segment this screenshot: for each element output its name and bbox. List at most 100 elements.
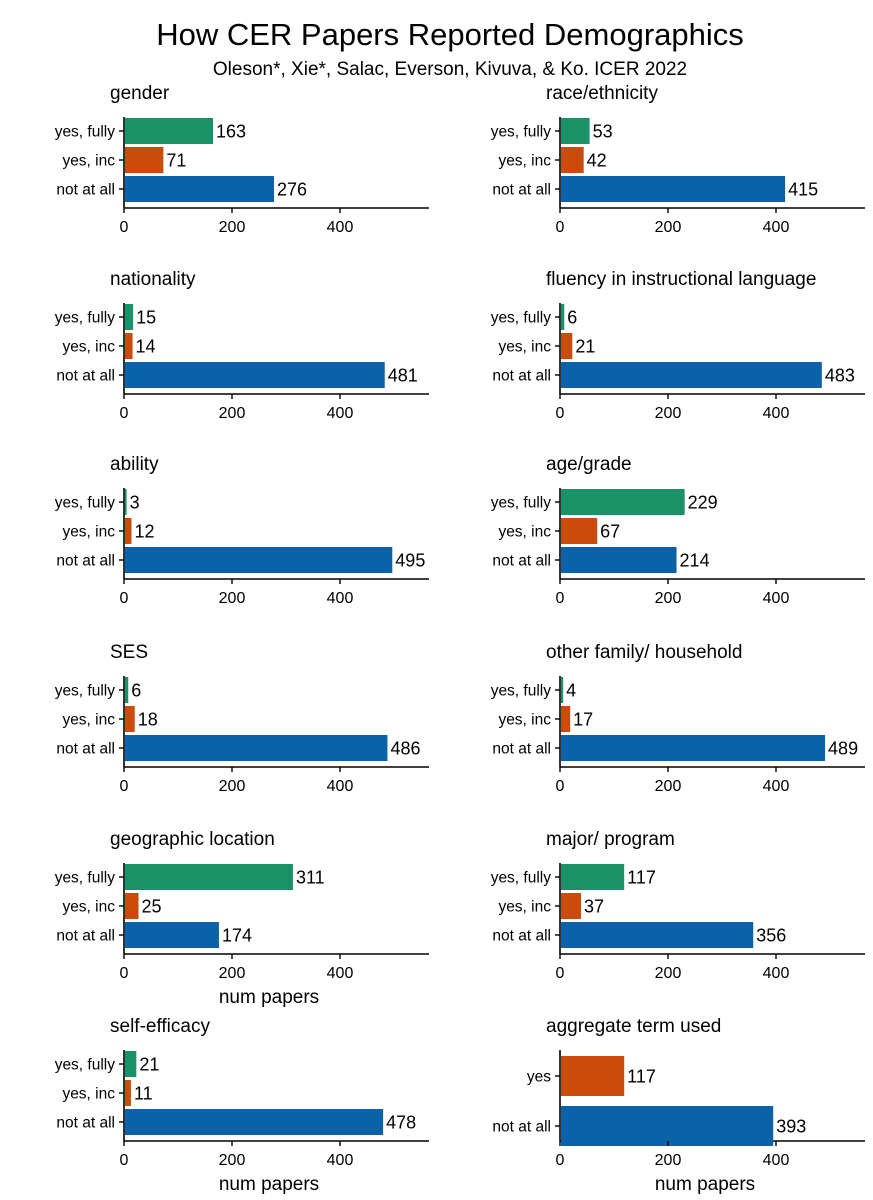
- category-label-not-at-all: not at all: [492, 1119, 551, 1136]
- panel-title: age/grade: [546, 454, 632, 475]
- category-label-not-at-all: not at all: [492, 368, 551, 385]
- data-label-yes-inc: 11: [134, 1084, 153, 1104]
- bar-yes-fully: [125, 864, 293, 890]
- x-tick-label: 200: [219, 778, 246, 795]
- data-label-yes-inc: 67: [600, 522, 620, 542]
- bar-yes-inc: [125, 706, 135, 732]
- panel-other-family-household: other family/ household yes, fully 4 yes, i…: [491, 642, 865, 795]
- category-label-not-at-all: not at all: [56, 182, 115, 199]
- category-label-not-at-all: not at all: [56, 741, 115, 758]
- x-tick-label: 400: [327, 405, 354, 422]
- x-tick-label: 0: [120, 219, 129, 236]
- bar-yes-inc: [125, 1080, 131, 1106]
- data-label-yes-inc: 71: [166, 151, 186, 171]
- x-tick-label: 400: [763, 405, 790, 422]
- x-tick-label: 400: [763, 590, 790, 607]
- x-tick-label: 0: [556, 965, 565, 982]
- x-tick-label: 200: [219, 1152, 246, 1169]
- panel-title: self-efficacy: [110, 1016, 210, 1037]
- x-tick-label: 0: [120, 778, 129, 795]
- data-label-yes-fully: 4: [566, 681, 576, 701]
- data-label-yes-fully: 53: [593, 122, 613, 142]
- category-label-not-at-all: not at all: [492, 928, 551, 945]
- data-label-yes-inc: 42: [587, 151, 607, 171]
- x-axis-label: num papers: [219, 987, 319, 1008]
- category-label-yes-inc: yes, inc: [498, 524, 551, 541]
- category-label-yes-inc: yes, inc: [62, 524, 115, 541]
- category-label-not-at-all: not at all: [492, 182, 551, 199]
- data-label-not-at-all: 486: [390, 739, 420, 759]
- category-label-yes-fully: yes, fully: [55, 495, 116, 512]
- panel-title: race/ethnicity: [546, 83, 658, 104]
- bar-yes-fully: [125, 489, 127, 515]
- bar-yes-fully: [561, 677, 564, 703]
- bar-not-at-all: [125, 547, 393, 573]
- data-label-not-at-all: 393: [776, 1117, 806, 1137]
- data-label-not-at-all: 478: [386, 1113, 416, 1133]
- data-label-yes-fully: 229: [688, 493, 718, 513]
- category-label-yes-inc: yes, inc: [62, 899, 115, 916]
- bar-yes-inc: [561, 147, 584, 173]
- bar-yes-fully: [125, 1051, 137, 1077]
- category-label-yes-inc: yes, inc: [498, 899, 551, 916]
- category-label-yes-fully: yes, fully: [491, 495, 552, 512]
- x-tick-label: 200: [655, 590, 682, 607]
- data-label-yes-inc: 12: [134, 522, 154, 542]
- bar-yes-inc: [125, 893, 139, 919]
- data-label-yes-fully: 3: [130, 493, 140, 513]
- data-label-yes: 117: [627, 1067, 656, 1087]
- category-label-yes-fully: yes, fully: [55, 124, 116, 141]
- x-tick-label: 0: [556, 405, 565, 422]
- x-tick-label: 200: [655, 965, 682, 982]
- x-tick-label: 400: [327, 590, 354, 607]
- category-label-yes-fully: yes, fully: [491, 683, 552, 700]
- x-tick-label: 400: [763, 219, 790, 236]
- panel-nationality: nationality yes, fully 15 yes, inc 14 not at …: [55, 269, 429, 422]
- x-tick-label: 0: [556, 778, 565, 795]
- figure-subtitle: Oleson*, Xie*, Salac, Everson, Kivuva, &…: [213, 59, 687, 80]
- data-label-yes-inc: 37: [584, 897, 604, 917]
- data-label-yes-fully: 117: [627, 868, 656, 888]
- panel-title: major/ program: [546, 829, 675, 850]
- panel-title: geographic location: [110, 829, 275, 850]
- x-tick-label: 0: [556, 1152, 565, 1169]
- x-tick-label: 400: [327, 965, 354, 982]
- x-tick-label: 0: [120, 965, 129, 982]
- data-label-not-at-all: 495: [395, 551, 425, 571]
- category-label-yes-inc: yes, inc: [62, 712, 115, 729]
- bar-yes-fully: [125, 677, 129, 703]
- x-tick-label: 0: [556, 590, 565, 607]
- category-label-yes-fully: yes, fully: [55, 310, 116, 327]
- bar-not-at-all: [125, 176, 275, 202]
- category-label-not-at-all: not at all: [56, 928, 115, 945]
- category-label-yes-fully: yes, fully: [55, 683, 116, 700]
- x-tick-label: 0: [556, 219, 565, 236]
- data-label-yes-fully: 15: [136, 308, 156, 328]
- x-tick-label: 200: [655, 778, 682, 795]
- x-tick-label: 200: [655, 219, 682, 236]
- x-tick-label: 400: [763, 965, 790, 982]
- bar-not-at-all: [125, 1109, 384, 1135]
- data-label-not-at-all: 415: [788, 180, 818, 200]
- panel-title: fluency in instructional language: [546, 269, 816, 290]
- x-tick-label: 200: [219, 405, 246, 422]
- bar-yes-inc: [561, 706, 571, 732]
- bar-yes-fully: [125, 304, 134, 330]
- panel-title: other family/ household: [546, 642, 742, 663]
- bar-yes-inc: [125, 518, 132, 544]
- x-tick-label: 200: [655, 405, 682, 422]
- data-label-yes-fully: 311: [296, 868, 325, 888]
- panel-title: ability: [110, 454, 159, 475]
- bar-not-at-all: [561, 1106, 774, 1146]
- category-label-yes-inc: yes, inc: [498, 153, 551, 170]
- panel-title: gender: [110, 83, 170, 104]
- bar-yes-fully: [561, 118, 590, 144]
- panel-self-efficacy: self-efficacy yes, fully 21 yes, inc 11 not a…: [55, 1016, 429, 1195]
- x-tick-label: 200: [219, 219, 246, 236]
- data-label-yes-fully: 6: [567, 308, 577, 328]
- x-tick-label: 400: [327, 778, 354, 795]
- panel-gender: gender yes, fully 163 yes, inc 71 not at all 2…: [55, 83, 429, 236]
- bar-yes: [561, 1056, 625, 1096]
- data-label-not-at-all: 489: [828, 739, 858, 759]
